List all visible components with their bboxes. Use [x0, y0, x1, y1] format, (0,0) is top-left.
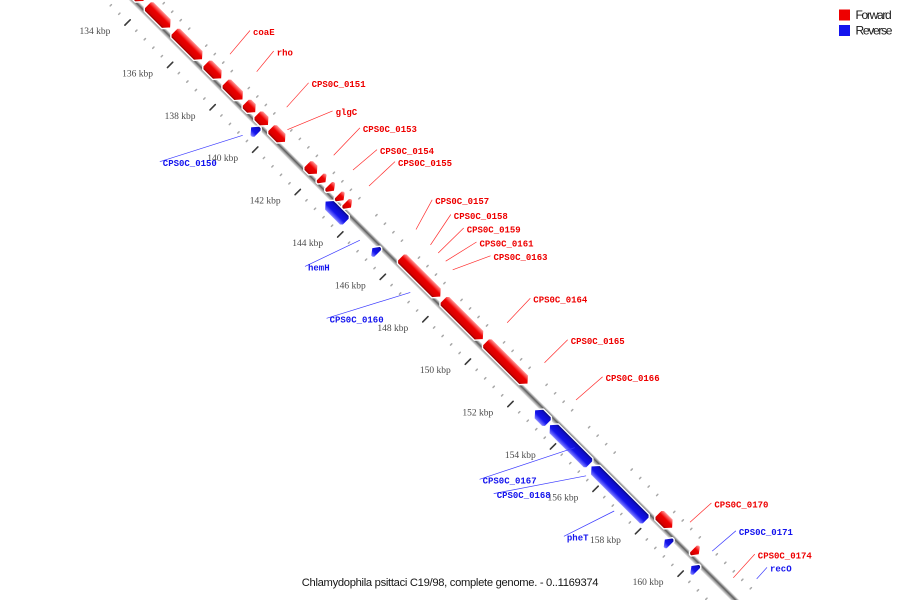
- svg-text:CPS0C_0153: CPS0C_0153: [363, 125, 417, 135]
- svg-text:hemH: hemH: [308, 264, 330, 274]
- svg-text:150 kbp: 150 kbp: [420, 366, 451, 376]
- svg-text:Chlamydophila psittaci C19/98,: Chlamydophila psittaci C19/98, complete …: [302, 577, 599, 589]
- svg-text:rho: rho: [277, 48, 293, 58]
- svg-text:CPS0C_0160: CPS0C_0160: [330, 316, 384, 326]
- svg-text:156 kbp: 156 kbp: [548, 493, 579, 503]
- svg-text:CPS0C_0170: CPS0C_0170: [714, 500, 768, 510]
- svg-text:CPS0C_0166: CPS0C_0166: [606, 374, 660, 384]
- svg-text:134 kbp: 134 kbp: [80, 27, 111, 37]
- svg-text:136 kbp: 136 kbp: [122, 69, 153, 79]
- svg-text:CPS0C_0154: CPS0C_0154: [380, 147, 435, 157]
- svg-text:coaE: coaE: [253, 28, 275, 38]
- svg-text:CPS0C_0151: CPS0C_0151: [312, 80, 367, 90]
- svg-text:160 kbp: 160 kbp: [633, 578, 664, 588]
- svg-text:Forward: Forward: [856, 8, 892, 22]
- svg-text:glgC: glgC: [336, 108, 358, 118]
- svg-text:CPS0C_0165: CPS0C_0165: [571, 337, 625, 347]
- svg-text:CPS0C_0158: CPS0C_0158: [454, 212, 508, 222]
- svg-text:CPS0C_0159: CPS0C_0159: [467, 225, 521, 235]
- svg-text:CPS0C_0150: CPS0C_0150: [163, 159, 217, 169]
- svg-text:144 kbp: 144 kbp: [292, 239, 323, 249]
- svg-text:152 kbp: 152 kbp: [462, 409, 493, 419]
- svg-text:CPS0C_0164: CPS0C_0164: [533, 296, 588, 306]
- svg-text:CPS0C_0161: CPS0C_0161: [480, 239, 535, 249]
- svg-text:CPS0C_0155: CPS0C_0155: [398, 159, 452, 169]
- svg-text:CPS0C_0174: CPS0C_0174: [758, 551, 813, 561]
- svg-text:158 kbp: 158 kbp: [590, 536, 621, 546]
- svg-text:CPS0C_0171: CPS0C_0171: [739, 528, 794, 538]
- svg-text:pheT: pheT: [567, 534, 589, 544]
- svg-text:CPS0C_0157: CPS0C_0157: [435, 197, 489, 207]
- svg-text:154 kbp: 154 kbp: [505, 451, 536, 461]
- svg-text:CPS0C_0167: CPS0C_0167: [483, 477, 537, 487]
- svg-text:CPS0C_0163: CPS0C_0163: [494, 253, 548, 263]
- svg-text:138 kbp: 138 kbp: [165, 112, 196, 122]
- svg-text:142 kbp: 142 kbp: [250, 197, 281, 207]
- svg-text:146 kbp: 146 kbp: [335, 281, 366, 291]
- svg-text:CPS0C_0168: CPS0C_0168: [497, 491, 551, 501]
- svg-text:recO: recO: [770, 565, 792, 575]
- svg-text:Reverse: Reverse: [856, 24, 893, 38]
